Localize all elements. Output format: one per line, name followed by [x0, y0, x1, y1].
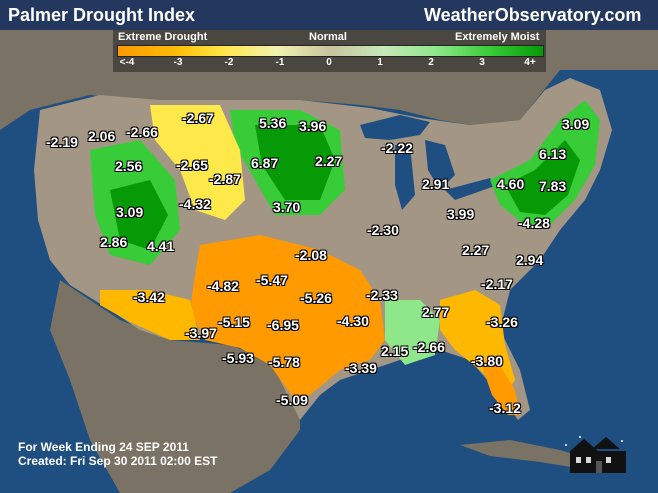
value-label: -3.80: [471, 353, 503, 369]
header-bar: [0, 0, 658, 30]
value-label: 6.13: [539, 146, 567, 162]
value-label: 3.09: [562, 116, 590, 132]
value-label: -4.28: [518, 215, 550, 231]
legend-label-mid: Normal: [309, 31, 347, 43]
cuba-land: [460, 440, 600, 470]
region-southplains-drought: [190, 235, 385, 400]
value-label: -2.19: [46, 134, 78, 150]
value-label: -3.97: [185, 325, 217, 341]
value-label: 5.36: [259, 115, 287, 131]
value-label: -4.32: [179, 196, 211, 212]
lake-erie: [445, 178, 495, 200]
region-northplains-core: [255, 125, 335, 200]
value-label: -3.26: [486, 314, 518, 330]
value-label: -3.39: [345, 360, 377, 376]
value-label: 2.91: [422, 176, 450, 192]
value-label: 6.87: [251, 155, 279, 171]
region-northeast-core: [505, 140, 580, 215]
value-label: -5.78: [268, 354, 300, 370]
site-name: WeatherObservatory.com: [424, 5, 642, 25]
value-label: -4.30: [337, 313, 369, 329]
value-label: -5.93: [222, 350, 254, 366]
region-rockies-core: [110, 180, 168, 250]
value-label: -5.26: [300, 290, 332, 306]
legend-tick: -1: [275, 57, 285, 68]
value-label: -5.15: [218, 314, 250, 330]
value-label: -2.17: [481, 276, 513, 292]
value-label: -2.22: [381, 140, 413, 156]
lake-michigan: [395, 145, 415, 210]
legend-colorbar: [117, 45, 544, 57]
region-midsouth-moist: [385, 300, 440, 365]
value-label: -3.42: [133, 289, 165, 305]
value-label: 3.09: [116, 204, 144, 220]
value-label: 7.83: [539, 178, 567, 194]
legend-label-left: Extreme Drought: [118, 31, 208, 43]
value-label: 2.27: [315, 153, 343, 169]
value-label: 2.56: [115, 158, 143, 174]
legend-tick: 4+: [524, 57, 536, 68]
legend-label-right: Extremely Moist: [455, 31, 540, 43]
value-label: 2.77: [422, 304, 450, 320]
value-label: -2.30: [367, 222, 399, 238]
value-label: -5.09: [276, 392, 308, 408]
value-label: -5.47: [256, 272, 288, 288]
legend-tick: 0: [326, 57, 332, 68]
legend-tick: 1: [377, 57, 383, 68]
value-label: 2.86: [100, 234, 128, 250]
legend-tick: 2: [428, 57, 434, 68]
value-label: -2.65: [176, 157, 208, 173]
observatory-logo-icon: [565, 436, 626, 473]
value-label: -6.95: [267, 317, 299, 333]
value-label: 2.94: [516, 252, 544, 268]
value-label: -2.66: [126, 124, 158, 140]
value-label: -2.67: [182, 110, 214, 126]
value-label: 3.96: [299, 118, 327, 134]
lake-huron: [425, 140, 455, 190]
value-label: -4.82: [207, 278, 239, 294]
value-label: -2.87: [209, 171, 241, 187]
legend-tick: <-4: [119, 57, 135, 68]
footer-created: Created: Fri Sep 30 2011 02:00 EST: [18, 454, 218, 468]
legend-tick: -2: [224, 57, 234, 68]
legend: Extreme Drought Normal Extremely Moist <…: [113, 30, 546, 72]
lake-superior: [360, 115, 430, 140]
value-label: -2.08: [295, 247, 327, 263]
mexico-land: [50, 280, 300, 493]
value-label: 4.60: [497, 176, 525, 192]
value-label: -2.66: [413, 339, 445, 355]
page-title: Palmer Drought Index: [8, 5, 196, 25]
value-label: 4.41: [147, 238, 175, 254]
region-florida-drought: [480, 360, 520, 415]
value-label: 3.70: [273, 199, 301, 215]
region-southwest-dry: [100, 290, 200, 340]
value-label: 3.99: [447, 206, 475, 222]
legend-tick: 3: [479, 57, 485, 68]
footer-week: For Week Ending 24 SEP 2011: [18, 440, 189, 454]
value-label: -3.12: [489, 400, 521, 416]
value-label: 2.27: [462, 242, 490, 258]
value-label: 2.15: [381, 343, 409, 359]
legend-tick: -3: [173, 57, 183, 68]
region-montana-dry: [150, 105, 245, 220]
value-label: 2.06: [88, 128, 116, 144]
value-label: -2.33: [366, 287, 398, 303]
